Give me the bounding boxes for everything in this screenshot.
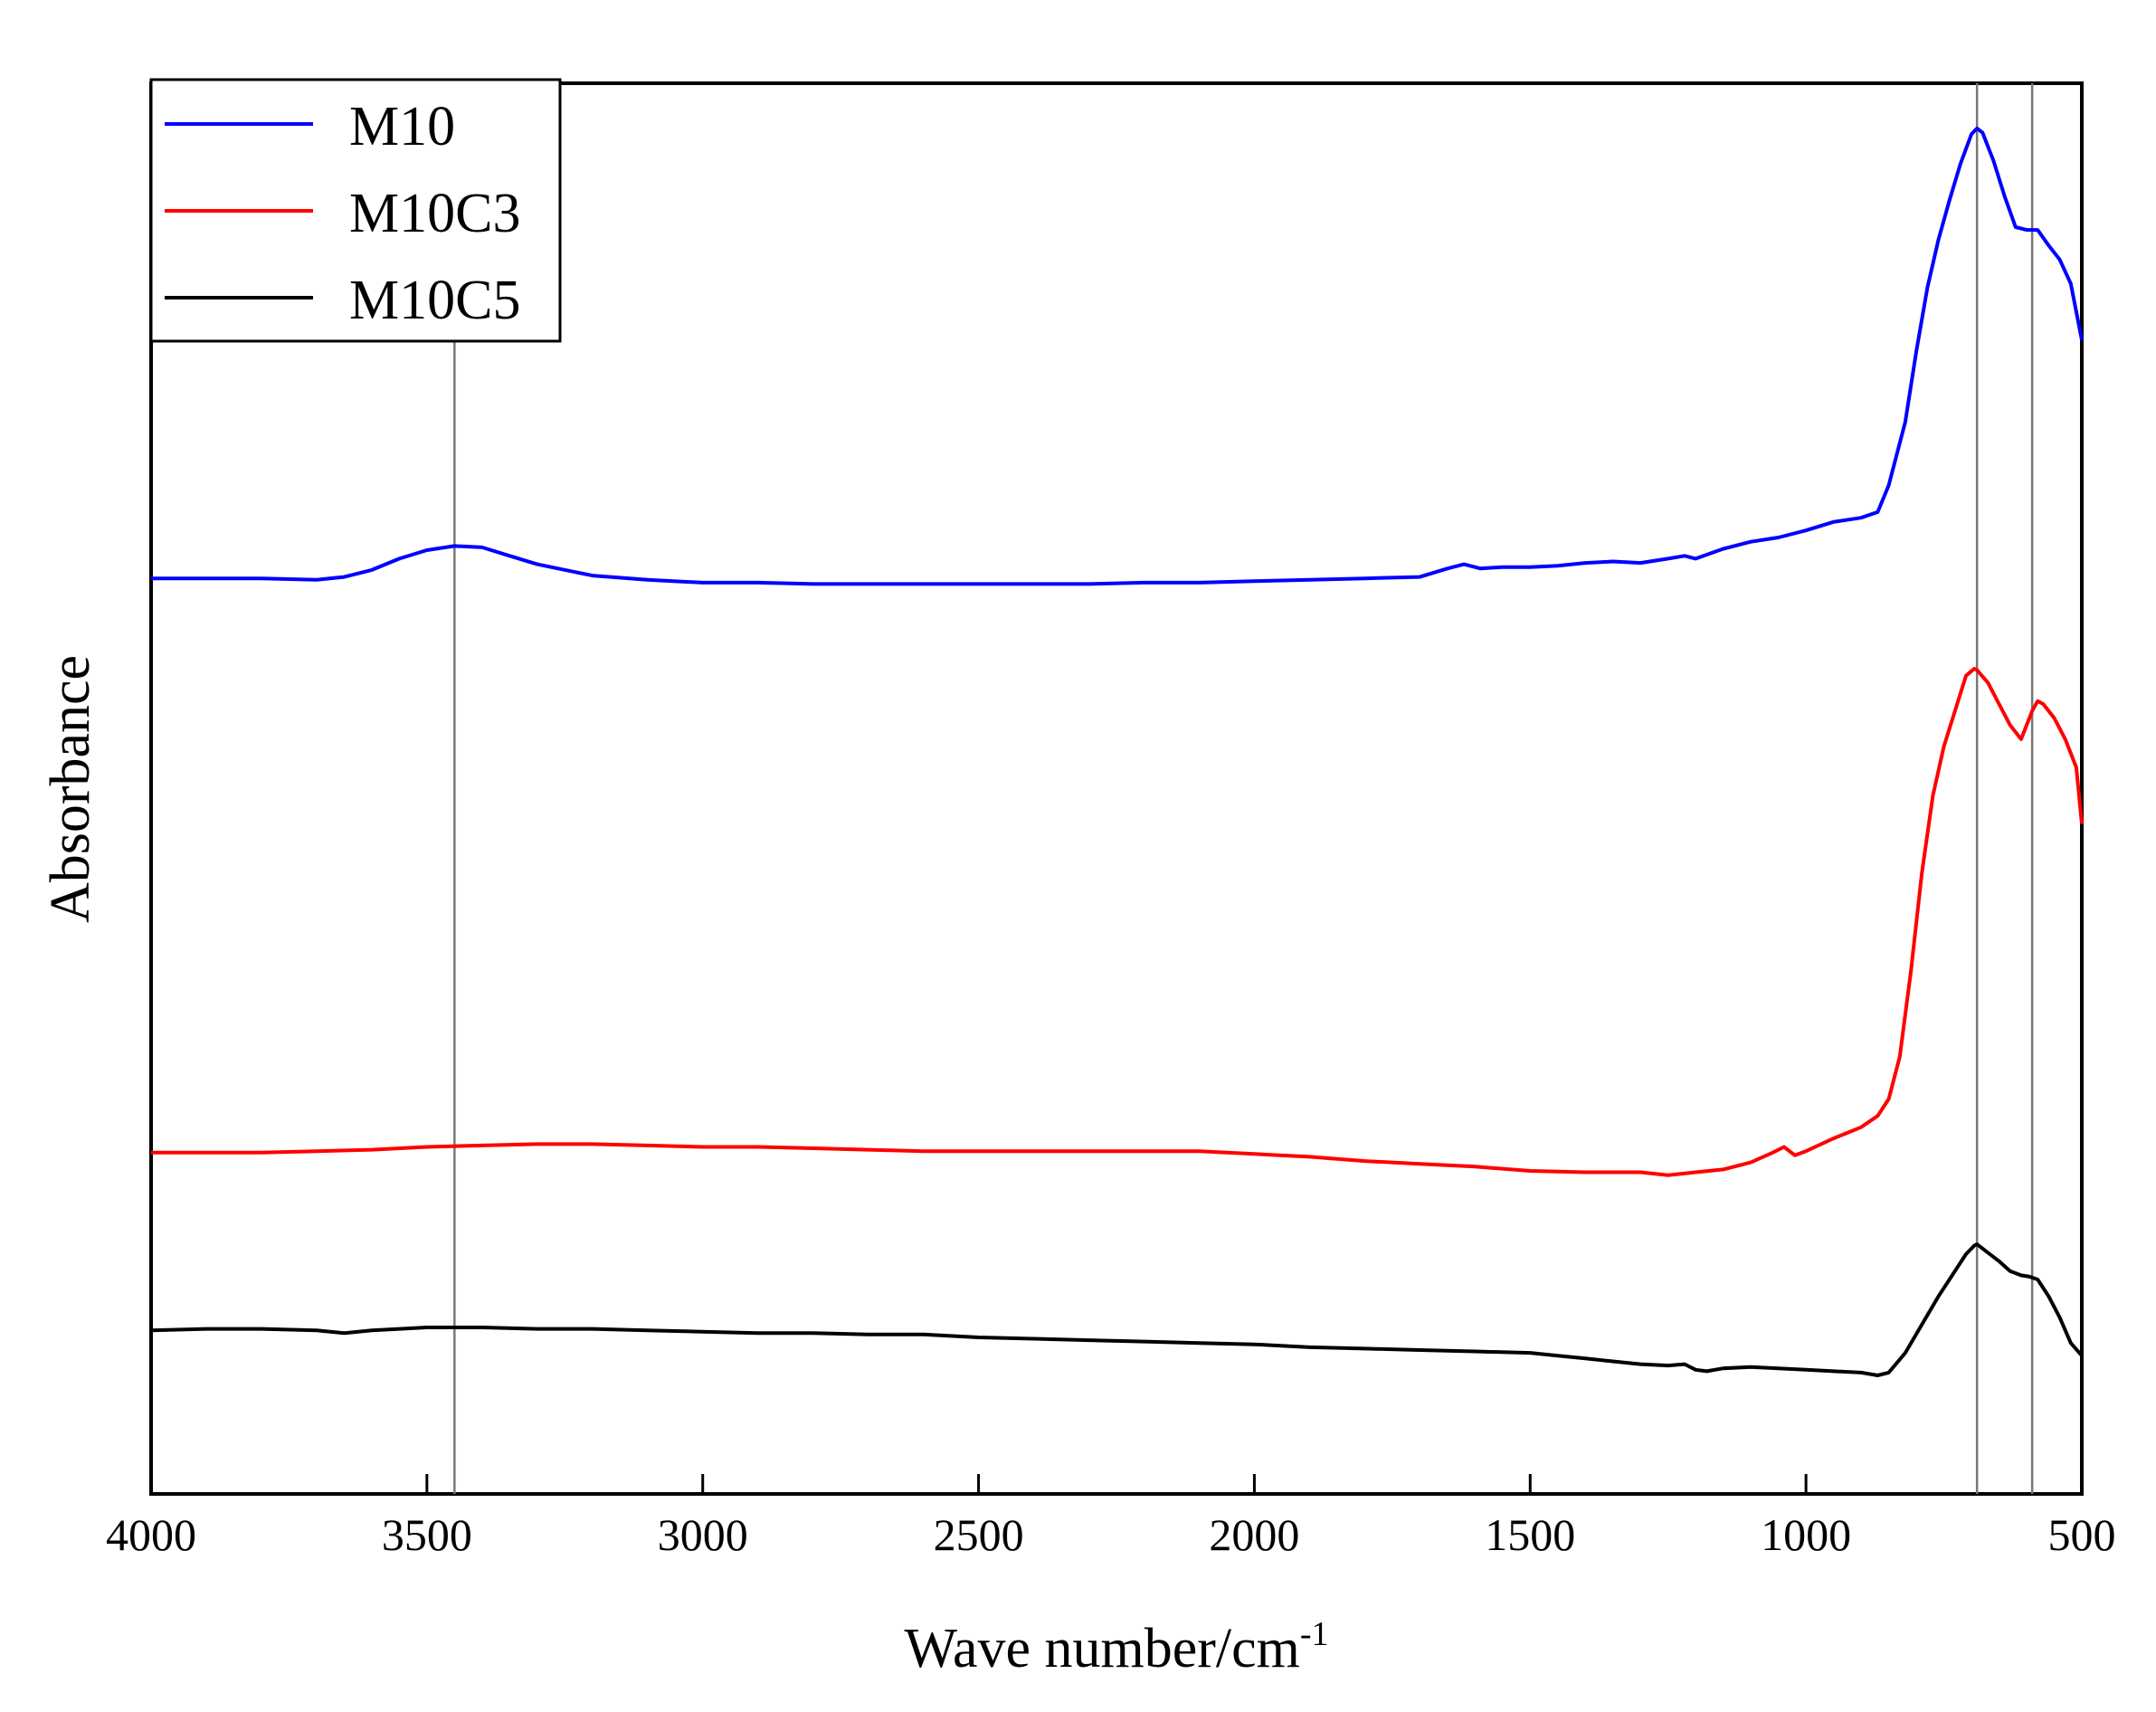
x-axis-title-text: Wave number/cm [904, 1618, 1299, 1679]
x-tick-label-1000: 1000 [1761, 1509, 1851, 1560]
y-axis-title: Absorbance [40, 655, 101, 923]
legend-label-m10c5: M10C5 [349, 270, 520, 331]
reference-lines [453, 83, 2034, 1494]
x-axis-title-superscript: -1 [1300, 1615, 1329, 1653]
x-tick-label-2000: 2000 [1209, 1509, 1299, 1560]
series-line-m10c3 [151, 667, 2084, 1177]
x-tick-label-3500: 3500 [382, 1509, 472, 1560]
x-tick-label-4000: 4000 [106, 1509, 196, 1560]
x-tick-label-3000: 3000 [658, 1509, 748, 1560]
x-tick-label-1500: 1500 [1485, 1509, 1575, 1560]
legend-label-m10c3: M10C3 [349, 183, 520, 244]
x-tick-label-500: 500 [2048, 1509, 2116, 1560]
series-line-m10 [151, 126, 2084, 586]
series-line-m10c5 [150, 1242, 2084, 1377]
legend-label-m10: M10 [349, 96, 455, 157]
x-tick-label-2500: 2500 [934, 1509, 1024, 1560]
x-axis-title: Wave number/cm-1 [904, 1615, 1328, 1679]
legend: M10 M10C3 M10C5 [149, 78, 562, 343]
plot-area-frame [149, 81, 2084, 1496]
x-axis-ticks: 4000 3500 3000 2500 2000 1500 1000 500 [106, 1474, 2116, 1560]
series-layer [150, 126, 2084, 1377]
